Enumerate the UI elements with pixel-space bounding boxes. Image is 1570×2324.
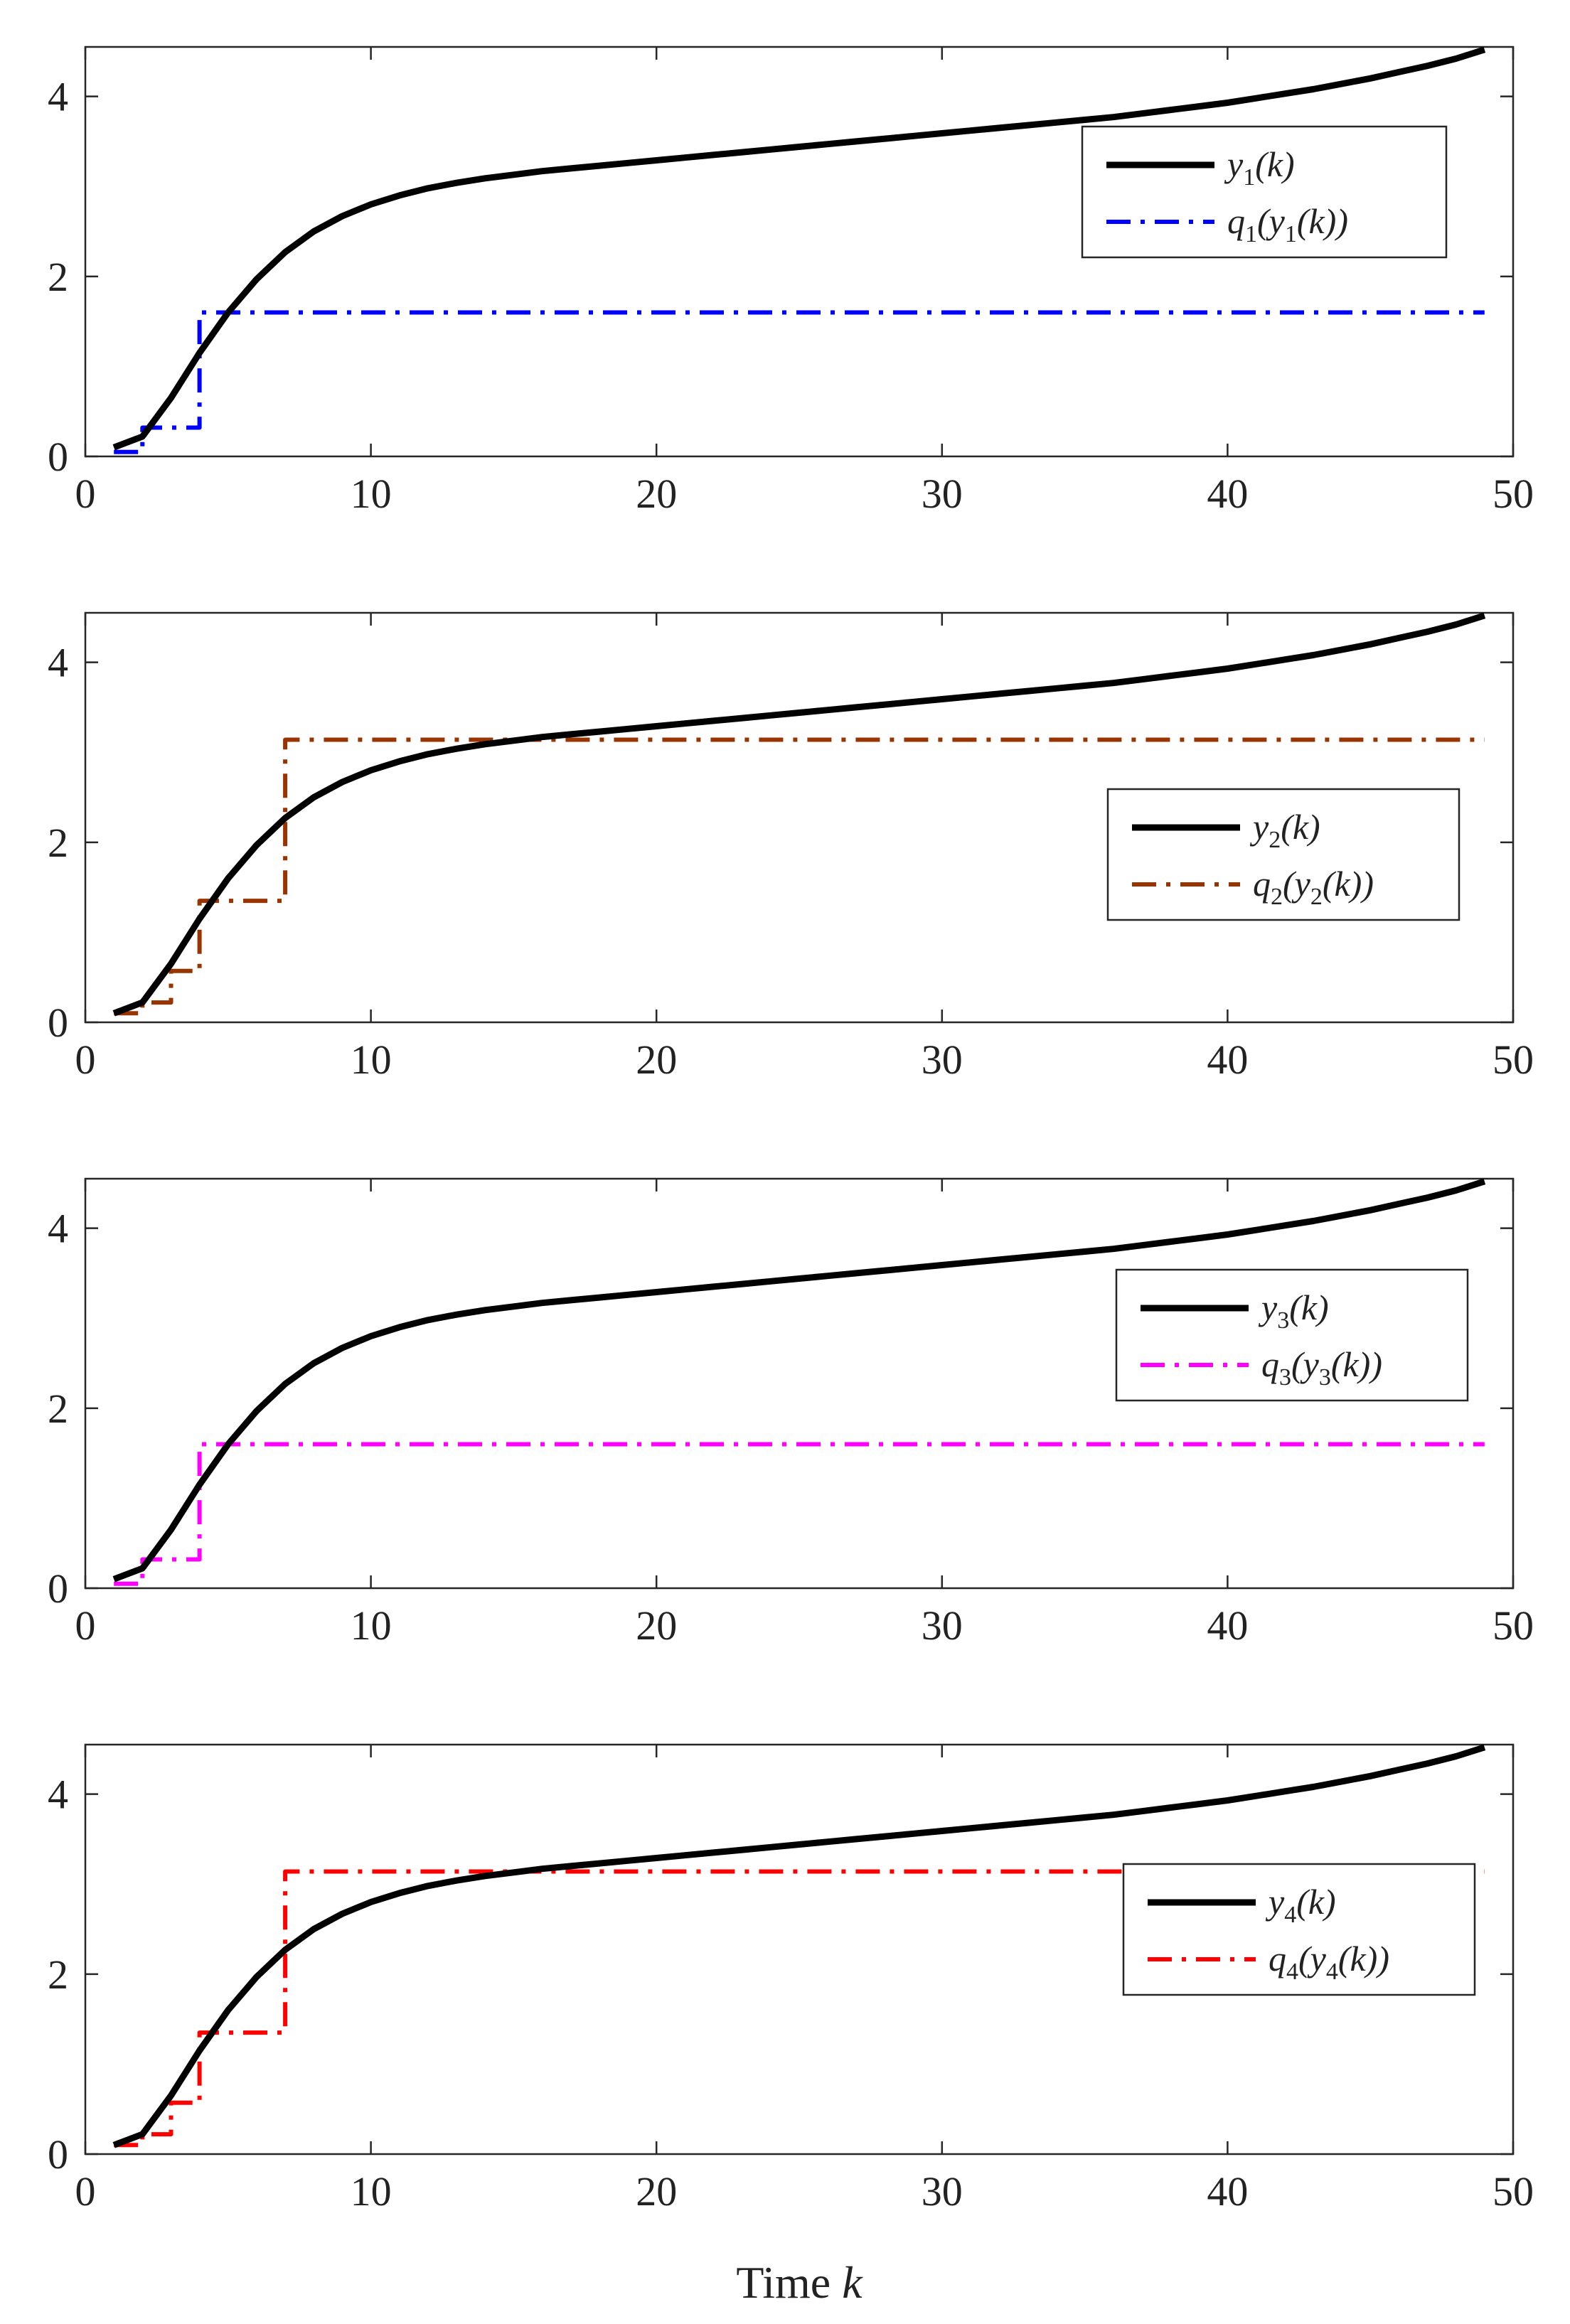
legend-box [1122,1863,1476,1996]
x-tick-label: 0 [75,1602,96,1649]
x-tick-label: 30 [922,2168,963,2215]
y-tick-label: 4 [48,74,68,120]
x-tick-label: 50 [1492,2168,1534,2215]
legend-box [1081,125,1448,259]
x-tick-label: 10 [351,1037,392,1083]
x-tick-label: 10 [351,471,392,517]
x-tick-label: 20 [636,1037,677,1083]
legend-label: q4(y4(k)) [1269,1939,1389,1985]
y-tick-label: 0 [48,2131,68,2178]
series-line-y1(k) [112,46,1486,451]
x-tick-label: 30 [922,1037,963,1083]
subplot-1: 0 10 20 30 40 50 0 2 4 y1(k) q1(y1(k)) [48,45,1534,517]
legend-4: y4(k) q4(y4(k)) [1122,1863,1476,1996]
x-tick-label: 20 [636,1602,677,1649]
x-tick-label: 0 [75,2168,96,2215]
x-tick-label: 40 [1207,1602,1248,1649]
series-line-q1(y1(k)) [114,310,1485,454]
x-tick-label: 10 [351,2168,392,2215]
x-tick-label: 40 [1207,2168,1248,2215]
x-tick-label: 20 [636,471,677,517]
series-line-y2(k) [112,612,1486,1017]
x-tick-label: 0 [75,1037,96,1083]
y-tick-label: 2 [48,254,68,300]
legend-label: q2(y2(k)) [1253,864,1374,910]
legend-1: y1(k) q1(y1(k)) [1081,125,1448,259]
y-tick-label: 2 [48,1386,68,1432]
legend-label: y1(k) [1224,144,1295,191]
subplot-3: 0 10 20 30 40 50 0 2 4 y3(k) q3(y3(k)) [48,1177,1534,1649]
y-tick-label: 2 [48,1951,68,1998]
series-line-q2(y2(k)) [114,737,1485,1016]
series-line-q3(y3(k)) [114,1442,1485,1586]
x-tick-label: 0 [75,471,96,517]
legend-box [1106,788,1460,921]
x-tick-label: 40 [1207,471,1248,517]
legend-box [1115,1268,1469,1402]
y-tick-label: 4 [48,1772,68,1818]
subplot-2: 0 10 20 30 40 50 0 2 4 y2(k) q2(y2(k)) [48,611,1534,1083]
x-tick-label: 40 [1207,1037,1248,1083]
legend-label: y2(k) [1249,807,1320,853]
y-tick-label: 0 [48,1565,68,1612]
legend-label: y4(k) [1265,1882,1336,1928]
y-tick-label: 0 [48,1000,68,1046]
x-axis-title: Time k [736,2257,863,2308]
x-tick-label: 30 [922,1602,963,1649]
x-tick-label: 10 [351,1602,392,1649]
y-tick-label: 4 [48,640,68,686]
x-tick-label: 30 [922,471,963,517]
series-line-y3(k) [112,1178,1486,1583]
x-tick-label: 50 [1492,1037,1534,1083]
x-tick-label: 20 [636,2168,677,2215]
x-tick-label: 50 [1492,471,1534,517]
legend-label: q1(y1(k)) [1227,201,1348,247]
y-tick-label: 2 [48,820,68,866]
series-line-y4(k) [112,1744,1486,2148]
y-tick-label: 4 [48,1206,68,1252]
legend-label: y3(k) [1258,1287,1329,1334]
legend-3: y3(k) q3(y3(k)) [1115,1268,1469,1402]
series-line-q4(y4(k)) [114,1869,1485,2148]
x-tick-label: 50 [1492,1602,1534,1649]
subplot-4: 0 10 20 30 40 50 0 2 4 y4(k) q4(y4(k)) Time k [48,1743,1534,2308]
y-tick-label: 0 [48,434,68,480]
legend-2: y2(k) q2(y2(k)) [1106,788,1460,921]
legend-label: q3(y3(k)) [1261,1344,1382,1391]
